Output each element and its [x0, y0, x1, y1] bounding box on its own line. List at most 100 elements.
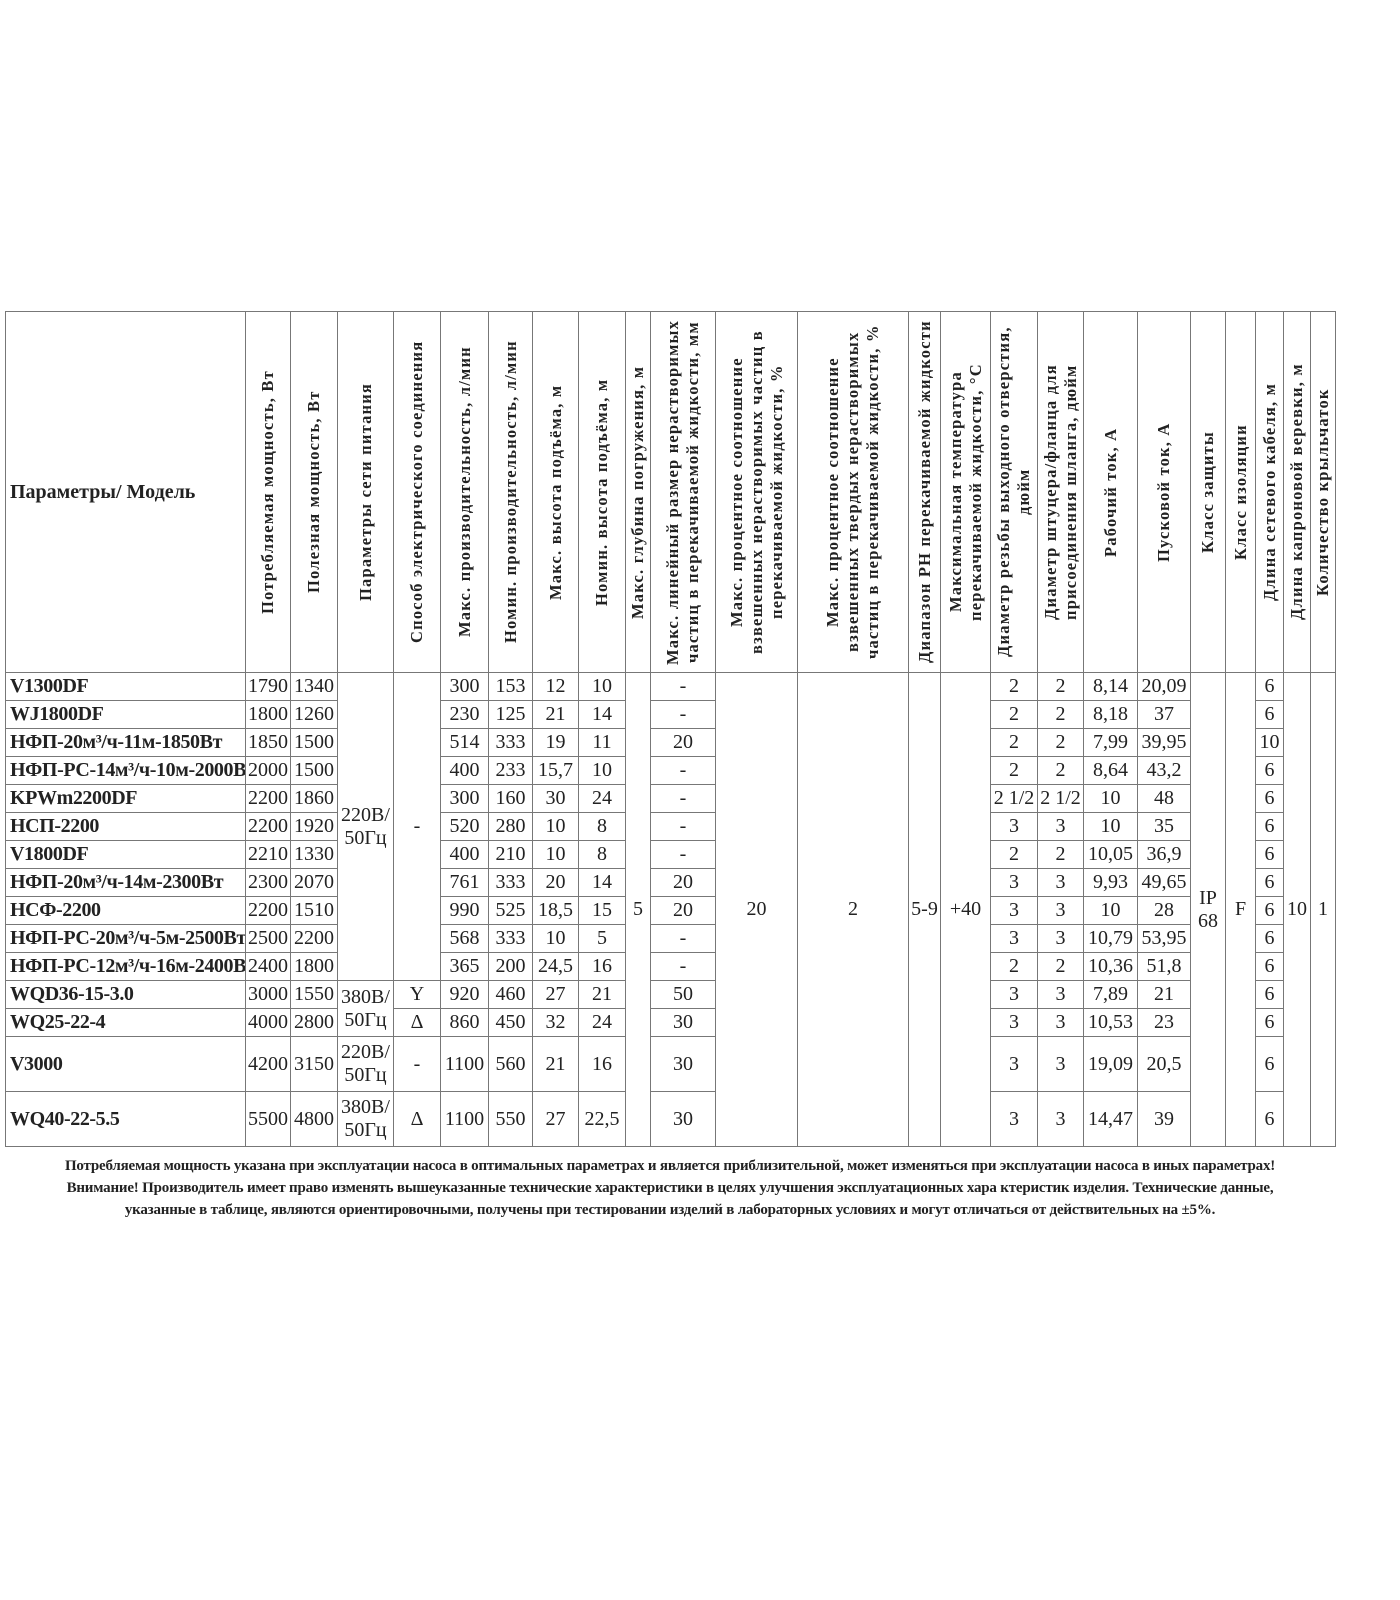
- model-name-cell: WJ1800DF: [5, 700, 246, 729]
- value-cell: -: [650, 840, 716, 869]
- value-cell: 2: [1037, 756, 1084, 785]
- value-cell: 920: [440, 980, 489, 1009]
- model-name-cell: НФП-РС-12м³/ч-16м-2400Вт: [5, 952, 246, 981]
- value-cell: 2: [1037, 840, 1084, 869]
- column-header-label: Номин. производительность, л/мин: [500, 340, 520, 644]
- value-cell: 21: [578, 980, 626, 1009]
- value-cell: 39,95: [1137, 728, 1191, 757]
- value-cell: 2: [990, 952, 1038, 981]
- column-header: Длина сетевого кабеля, м: [1255, 311, 1284, 673]
- value-cell: 36,9: [1137, 840, 1191, 869]
- table-row: НФП-РС-20м³/ч-5м-2500Вт 2500 2200 568 333 10 5…: [5, 924, 1336, 953]
- value-cell: 6: [1255, 672, 1284, 701]
- value-cell: 20,5: [1137, 1036, 1191, 1092]
- value-cell: 1340: [290, 672, 338, 701]
- value-cell: 3: [1037, 896, 1084, 925]
- value-cell: 10: [1083, 784, 1138, 813]
- value-cell: -: [393, 1036, 441, 1092]
- column-header: Макс. процентное соотношение взвешенных …: [797, 311, 909, 673]
- value-cell: 6: [1255, 1008, 1284, 1037]
- value-cell: F: [1225, 672, 1256, 1147]
- table-row: V1300DF 1790 1340 220В/ 50Гц -300 153 12 10 5-20…: [5, 672, 1336, 1147]
- model-name-cell: WQ40-22-5.5: [5, 1091, 246, 1147]
- value-cell: 1800: [290, 952, 338, 981]
- column-header: Диапазон PH перекачиваемой жидкости: [908, 311, 941, 673]
- column-header: Макс. линейный размер нерастворимых част…: [650, 311, 716, 673]
- column-header: Длина капроновой веревки, м: [1283, 311, 1311, 673]
- column-header-label: Макс. глубина погружения, м: [628, 365, 647, 619]
- table-row: WQ40-22-5.5 5500 4800 380В/ 50Гц Δ 1100 550 27 2…: [5, 1091, 1336, 1147]
- value-cell: 21: [532, 1036, 579, 1092]
- value-cell: 10: [532, 840, 579, 869]
- value-cell: 568: [440, 924, 489, 953]
- value-cell: 560: [488, 1036, 533, 1092]
- footer-notes: Потребляемая мощность указана при эксплу…: [0, 1155, 1340, 1221]
- value-cell: 6: [1255, 980, 1284, 1009]
- table-row: WJ1800DF 1800 1260 230 125 21 14-2 2 8,18 37 6: [5, 700, 1336, 729]
- column-header: Класс изоляции: [1225, 311, 1256, 673]
- value-cell: 10: [1083, 896, 1138, 925]
- value-cell: 3150: [290, 1036, 338, 1092]
- value-cell: 6: [1255, 1036, 1284, 1092]
- model-name-cell: НСФ-2200: [5, 896, 246, 925]
- value-cell: Δ: [393, 1008, 441, 1037]
- value-cell: 2: [797, 672, 909, 1147]
- value-cell: 27: [532, 980, 579, 1009]
- value-cell: 43,2: [1137, 756, 1191, 785]
- value-cell: 230: [440, 700, 489, 729]
- column-header-label: Полезная мощность, Вт: [304, 390, 323, 594]
- table-row: НФП-20м³/ч-14м-2300Вт 2300 2070 761 333 20 14 2…: [5, 868, 1336, 897]
- value-cell: 1860: [290, 784, 338, 813]
- value-cell: 20: [650, 896, 716, 925]
- value-cell: 761: [440, 868, 489, 897]
- value-cell: 16: [578, 952, 626, 981]
- value-cell: 1510: [290, 896, 338, 925]
- value-cell: 6: [1255, 840, 1284, 869]
- value-cell: 10: [532, 924, 579, 953]
- value-cell: 2: [990, 700, 1038, 729]
- value-cell: 460: [488, 980, 533, 1009]
- column-header: Класс защиты: [1190, 311, 1226, 673]
- model-name-cell: НФП-20м³/ч-14м-2300Вт: [5, 868, 246, 897]
- column-header: Номин. высота подъёма, м: [578, 311, 626, 673]
- value-cell: 6: [1255, 756, 1284, 785]
- column-header: Макс. процентное соотношение взвешенных …: [715, 311, 798, 673]
- column-header: Способ электрического соединения: [393, 311, 441, 673]
- column-header-label: Класс защиты: [1198, 431, 1217, 553]
- table-row: НФП-РС-14м³/ч-10м-2000Вт 2000 1500 400 233 15…: [5, 756, 1336, 785]
- value-cell: 280: [488, 812, 533, 841]
- column-header-label: Класс изоляции: [1230, 424, 1250, 560]
- column-header: Полезная мощность, Вт: [290, 311, 338, 673]
- column-header-label: Длина капроновой веревки, м: [1287, 363, 1306, 621]
- value-cell: 380В/ 50Гц: [337, 980, 394, 1037]
- value-cell: 4200: [245, 1036, 291, 1092]
- value-cell: 5: [625, 672, 651, 1147]
- value-cell: 2200: [245, 896, 291, 925]
- column-header-label: Пусковой ток, А: [1154, 422, 1173, 562]
- value-cell: 2000: [245, 756, 291, 785]
- value-cell: 1790: [245, 672, 291, 701]
- value-cell: 6: [1255, 952, 1284, 981]
- column-header: Макс. высота подъёма, м: [532, 311, 579, 673]
- footer-note-line: указанные в таблице, являются ориентиров…: [124, 1202, 1216, 1218]
- value-cell: 30: [532, 784, 579, 813]
- value-cell: 12: [532, 672, 579, 701]
- value-cell: 210: [488, 840, 533, 869]
- value-cell: 2200: [245, 812, 291, 841]
- column-header: Максимальная температура перекачиваемой …: [940, 311, 991, 673]
- value-cell: 400: [440, 840, 489, 869]
- value-cell: 20: [650, 868, 716, 897]
- value-cell: 10,36: [1083, 952, 1138, 981]
- value-cell: 6: [1255, 924, 1284, 953]
- value-cell: 18,5: [532, 896, 579, 925]
- header-row: Параметры/ Модель Потребляемая мощность, …: [5, 311, 1336, 673]
- value-cell: 24: [578, 784, 626, 813]
- model-name-cell: НСП-2200: [5, 812, 246, 841]
- value-cell: 10,79: [1083, 924, 1138, 953]
- column-header: Параметры/ Модель: [5, 311, 246, 673]
- value-cell: 10: [1255, 728, 1284, 757]
- value-cell: 4800: [290, 1091, 338, 1147]
- value-cell: 24: [578, 1008, 626, 1037]
- value-cell: 30: [650, 1091, 716, 1147]
- column-header: Макс. производительность, л/мин: [440, 311, 489, 673]
